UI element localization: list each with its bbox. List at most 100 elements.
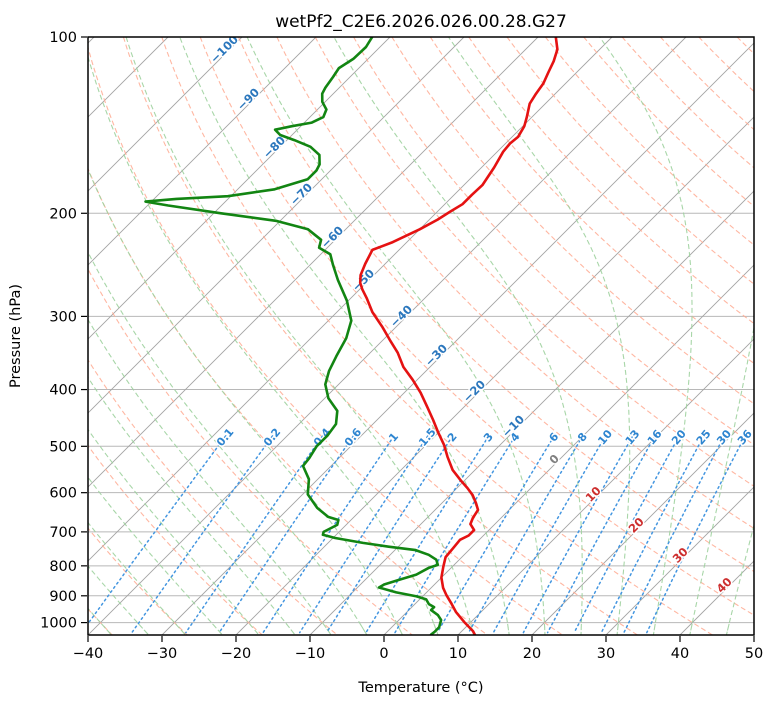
- isotherm-line: [605, 486, 754, 635]
- dry-adiabat-line: [506, 37, 754, 285]
- y-tick-label: 300: [49, 309, 77, 325]
- mixing-ratio-label: 16: [645, 427, 665, 447]
- mixing-ratio-line: [522, 435, 634, 634]
- isotherm-label: −90: [234, 85, 262, 113]
- mixing-ratio-line: [218, 435, 355, 634]
- x-tick-label: −30: [147, 646, 178, 662]
- mixing-ratio-line: [600, 435, 705, 634]
- mixing-ratio-label: 3: [481, 430, 496, 444]
- axes-frame: −40 −30 −20 −10 0 10 20 30 40 5010020030040050060…: [40, 30, 763, 662]
- dewpoint-curve: [144, 37, 443, 635]
- mixing-ratio-line: [573, 435, 680, 634]
- y-tick-label: 700: [49, 525, 77, 541]
- dry-adiabat-line: [544, 37, 754, 246]
- isotherm-line: [88, 37, 243, 192]
- isotherm-line: [309, 190, 754, 635]
- dry-adiabat-line: [88, 45, 563, 635]
- x-tick-label: 50: [745, 646, 763, 662]
- x-tick-label: −10: [295, 646, 326, 662]
- mixing-ratio-line: [467, 435, 584, 634]
- isotherm-line: [161, 42, 754, 635]
- plot-border: [87, 36, 755, 636]
- y-axis-label: Pressure (hPa): [8, 284, 24, 388]
- mixing-ratio-label: 25: [694, 427, 714, 447]
- isotherm-line: [457, 338, 754, 635]
- mixing-ratio-line: [394, 435, 517, 634]
- mixing-ratio-label: 0.2: [261, 426, 283, 449]
- y-tick-label: 100: [49, 30, 77, 46]
- chart-background-layers: [88, 37, 754, 635]
- dry-adiabat-line: [429, 37, 754, 365]
- moist-adiabat-line: [333, 37, 583, 635]
- dry-adiabat-line: [237, 37, 754, 573]
- moist-adiabat-line: [88, 55, 439, 635]
- dry-adiabat-line: [122, 37, 638, 635]
- dry-adiabat-line: [391, 37, 754, 405]
- x-tick-label: 0: [379, 646, 388, 662]
- isotherm-label: −30: [422, 341, 450, 369]
- isotherm-label: 10: [583, 484, 604, 505]
- mixing-ratio-line: [298, 435, 429, 634]
- mixing-ratio-label: 0.1: [214, 426, 236, 449]
- moist-adiabat-line: [599, 37, 693, 635]
- dry-adiabat-line: [314, 37, 754, 487]
- moist-adiabat-line: [125, 37, 475, 635]
- isotherm-label: −20: [460, 377, 488, 405]
- isotherm-label: 20: [626, 515, 647, 536]
- isotherm-line: [88, 37, 465, 414]
- dry-adiabat-line: [736, 37, 754, 55]
- mixing-ratio-line: [546, 435, 656, 634]
- chart-title: wetPf2_C2E6.2026.026.00.28.G27: [275, 12, 567, 32]
- dry-adiabat-line: [88, 167, 488, 635]
- moist-adiabat-line: [725, 523, 754, 635]
- isotherm-line: [88, 37, 169, 118]
- y-tick-label: 200: [49, 206, 77, 222]
- isotherm-line: [531, 412, 754, 635]
- y-tick-label: 1000: [40, 616, 77, 632]
- mixing-ratio-line: [88, 435, 227, 625]
- x-tick-label: 10: [449, 646, 467, 662]
- x-tick-label: 30: [597, 646, 615, 662]
- isotherm-line: [753, 634, 754, 635]
- x-tick-label: 40: [671, 646, 689, 662]
- mixing-ratio-label: 30: [714, 427, 734, 447]
- mixing-ratio-line: [185, 435, 324, 634]
- dry-adiabat-line: [199, 37, 754, 616]
- moist-adiabat-line: [88, 168, 403, 635]
- dry-adiabat-line: [276, 37, 754, 530]
- isotherm-label: −40: [387, 302, 415, 330]
- y-tick-label: 600: [49, 486, 77, 502]
- mixing-ratio-label: 36: [735, 427, 755, 447]
- moist-adiabat-line: [88, 376, 296, 635]
- sounding-curves: [144, 37, 559, 635]
- moist-adiabat-line: [246, 37, 546, 635]
- mixing-ratio-label: 2: [445, 430, 460, 444]
- isotherm-line: [88, 37, 391, 340]
- mixing-ratio-label: 1.5: [416, 426, 438, 449]
- isotherm-label: 0: [546, 451, 562, 467]
- isotherm-line: [88, 37, 613, 562]
- isotherm-line: [88, 37, 317, 266]
- dry-adiabat-line: [88, 527, 188, 635]
- mixing-ratio-line: [262, 435, 395, 634]
- mixing-ratio-line: [646, 435, 746, 634]
- x-axis-label: Temperature (°C): [357, 680, 483, 696]
- dry-adiabat-line: [698, 37, 754, 93]
- mixing-ratio-label: 13: [623, 427, 643, 447]
- moist-adiabat-line: [88, 521, 187, 635]
- dry-adiabat-line: [583, 37, 754, 207]
- dry-adiabat-line: [88, 444, 263, 635]
- moist-adiabat-line: [88, 476, 223, 635]
- mixing-ratio-label: 10: [595, 427, 615, 447]
- x-tick-label: 20: [523, 646, 541, 662]
- isotherm-line: [679, 560, 754, 635]
- moist-adiabat-line: [88, 428, 260, 635]
- dry-adiabat-line: [468, 37, 754, 325]
- isotherm-line: [235, 116, 754, 635]
- mixing-ratio-line: [436, 435, 555, 634]
- mixing-ratio-line: [131, 435, 274, 634]
- mixing-ratio-line: [623, 435, 726, 634]
- temperature-curve: [358, 37, 559, 635]
